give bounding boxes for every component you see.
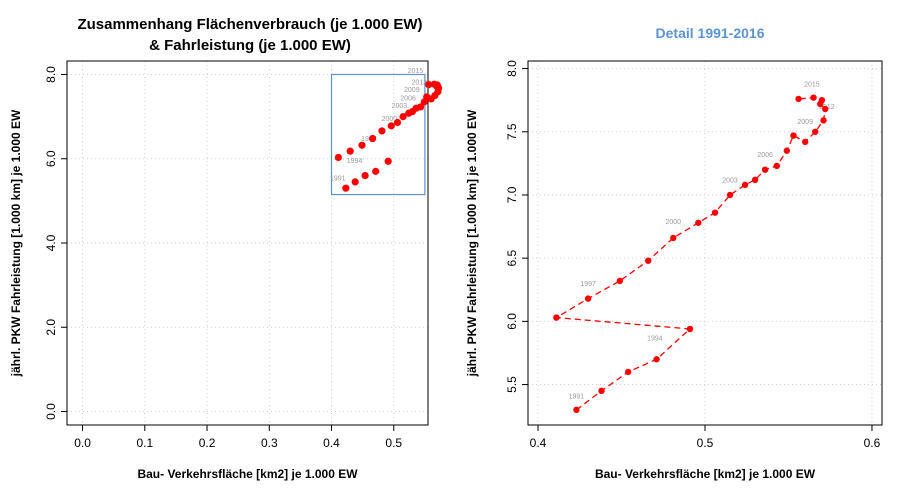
detail-data-point-7 [616, 277, 624, 285]
overview-ytick-label-3: 6.0 [44, 150, 58, 167]
detail-data-point-3 [653, 356, 660, 363]
detail-data-point-9 [670, 234, 677, 242]
overview-year-annotation-1: 1994 [347, 158, 363, 165]
detail-ytick-label-1: 6.0 [505, 313, 519, 330]
overview-data-point-4 [384, 157, 392, 165]
overview-year-annotation-4: 2003 [392, 103, 408, 110]
detail-data-point-1 [598, 387, 605, 395]
overview-data-point-0 [342, 184, 350, 192]
detail-data-point-11 [711, 209, 719, 216]
overview-data-point-25 [430, 80, 438, 88]
overview-year-annotation-3: 2000 [382, 116, 398, 123]
detail-ytick-label-5: 8.0 [505, 60, 519, 77]
overview-xtick-label-4: 0.4 [323, 436, 340, 450]
detail-ytick-label-3: 7.0 [505, 186, 519, 203]
overview-ytick-label-4: 8.0 [44, 66, 58, 83]
detail-data-point-25 [810, 94, 817, 101]
detail-year-annotation-1: 1994 [647, 335, 663, 342]
overview-x-axis-label: Bau- Verkehrsfläche [km2] je 1.000 EW [137, 467, 358, 481]
detail-data-point-5 [553, 314, 560, 321]
overview-ytick-label-1: 2.0 [44, 319, 58, 336]
detail-region-box [330, 73, 426, 196]
detail-ytick-label-2: 6.5 [505, 250, 519, 267]
overview-data-point-2 [361, 171, 369, 180]
overview-year-annotation-2: 1997 [361, 136, 377, 143]
overview-year-annotation-0: 1991 [330, 176, 346, 183]
detail-ytick-label-0: 5.5 [505, 376, 519, 393]
overview-data-point-11 [393, 118, 402, 127]
detail-data-point-19 [801, 138, 809, 146]
overview-data-point-8 [369, 134, 377, 143]
detail-data-point-20 [812, 128, 819, 135]
detail-series-line [554, 96, 826, 411]
overview-data-point-5 [334, 153, 342, 162]
detail-year-annotation-5: 2006 [757, 152, 773, 159]
overview-plot: 0.0 0.1 0.2 0.3 0.4 0.5 0.0 2.0 4.0 6.0 8.0 Bau- Ve… [9, 60, 443, 481]
detail-year-annotation-8: 2015 [804, 81, 820, 88]
detail-x-axis-label: Bau- Verkehrsfläche [km2] je 1.000 EW [595, 467, 816, 481]
detail-y-axis-label: jährl. PKW Fahrleistung [1.000 km] je 1.… [465, 109, 479, 377]
overview-year-annotation-7: 2012 [411, 80, 427, 87]
overview-year-annotation-6: 2009 [404, 87, 420, 94]
overview-data-point-3 [372, 167, 380, 175]
detail-year-annotation-4: 2003 [722, 177, 738, 184]
detail-data-point-22 [822, 105, 829, 113]
detail-ytick-label-4: 7.5 [505, 123, 519, 140]
detail-data-point-18 [790, 132, 797, 139]
overview-data-point-9 [378, 127, 386, 135]
overview-xtick-label-5: 0.5 [385, 436, 402, 450]
detail-year-annotation-0: 1991 [569, 393, 585, 400]
overview-y-axis-label: jährl. PKW Fahrleistung [1.000 km] je 1.… [9, 109, 23, 377]
chart-title-line-1: Zusammenhang Flächenverbrauch (je 1.000 … [77, 16, 423, 33]
chart-title-overview: Zusammenhang Flächenverbrauch (je 1.000 … [40, 14, 460, 56]
overview-data-point-7 [358, 141, 366, 149]
overview-data-point-26 [425, 80, 433, 89]
detail-data-point-21 [820, 117, 827, 124]
overview-xtick-label-3: 0.3 [261, 436, 278, 450]
detail-data-point-16 [773, 162, 781, 170]
overview-data-point-16 [416, 103, 425, 111]
detail-xtick-label-2: 0.6 [864, 436, 881, 450]
overview-data-point-6 [346, 147, 354, 155]
overview-ytick-label-0: 0.0 [44, 403, 58, 420]
overview-xtick-label-1: 0.1 [136, 436, 153, 450]
detail-data-point-24 [818, 96, 826, 104]
overview-data-point-1 [351, 178, 359, 186]
detail-data-point-4 [686, 325, 694, 333]
detail-year-annotation-6: 2009 [797, 119, 813, 126]
detail-data-point-17 [783, 147, 791, 154]
chart-title-line-2: & Fahrleistung (je 1.000 EW) [149, 37, 351, 54]
overview-year-annotation-5: 2006 [400, 96, 416, 103]
detail-data-point-10 [695, 219, 702, 226]
overview-data-point-12 [399, 113, 407, 121]
detail-data-point-8 [645, 257, 652, 264]
detail-data-point-12 [726, 191, 734, 199]
overview-year-annotation-8: 2015 [408, 68, 424, 75]
overview-ytick-label-2: 4.0 [44, 234, 58, 251]
detail-plot: 0.4 0.5 0.6 5.5 6.0 6.5 7.0 7.5 8.0 Bau- Verkehrs… [465, 60, 883, 481]
detail-data-point-13 [741, 181, 749, 189]
detail-xtick-label-1: 0.5 [697, 436, 714, 450]
detail-data-point-0 [573, 406, 580, 414]
detail-data-point-2 [624, 368, 632, 376]
overview-xtick-label-2: 0.2 [199, 436, 216, 450]
detail-xtick-label-0: 0.4 [530, 436, 547, 450]
overview-data-point-10 [387, 122, 395, 130]
detail-data-point-6 [584, 295, 592, 302]
detail-plot-frame [527, 60, 883, 426]
overview-xtick-label-0: 0.0 [74, 436, 91, 450]
detail-year-annotation-2: 1997 [580, 281, 596, 288]
detail-data-point-15 [761, 166, 769, 173]
detail-data-point-26 [795, 95, 802, 103]
detail-data-point-14 [751, 176, 759, 184]
detail-year-annotation-3: 2000 [665, 219, 681, 226]
chart-title-detail: Detail 1991-2016 [655, 25, 765, 41]
